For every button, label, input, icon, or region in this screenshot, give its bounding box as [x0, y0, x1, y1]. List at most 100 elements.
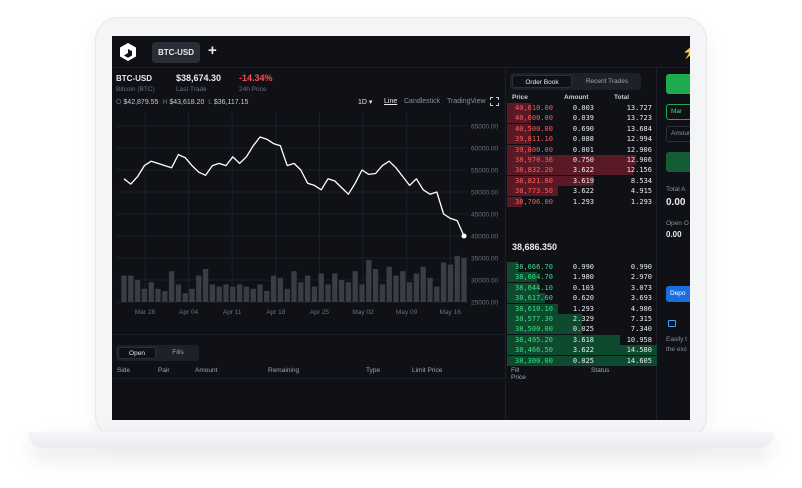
ask-row[interactable]: 40,600.00 0.039 13.723: [506, 113, 658, 124]
bid-row[interactable]: 38,610.10 1.293 4.986: [506, 303, 658, 314]
last-price-label: Last Trade: [176, 86, 207, 93]
bid-price: 38,577.30: [515, 315, 553, 323]
volume-bar: [406, 282, 413, 302]
col-type: Type: [366, 367, 381, 374]
ask-price: 40,600.00: [515, 114, 553, 123]
bid-row[interactable]: 38,500.00 0.025 7.340: [506, 324, 658, 335]
ask-total: 8.534: [630, 176, 652, 185]
bid-amount: 0.620: [572, 294, 594, 303]
lightning-icon[interactable]: ⚡: [682, 44, 690, 60]
volume-bar: [202, 269, 209, 302]
y-tick-label: 25000.00: [471, 300, 498, 307]
expand-icon[interactable]: [490, 97, 499, 106]
volume-bar: [352, 271, 358, 302]
volume-bar: [236, 284, 243, 302]
ask-total: 4.915: [630, 187, 652, 196]
high-value: $43,618.20: [169, 99, 205, 106]
ask-amount: 1.293: [572, 197, 594, 206]
depth-bar: [507, 134, 531, 145]
deposit-button[interactable]: Depo: [666, 286, 690, 302]
bid-total: 2.970: [630, 273, 652, 282]
volume-bar: [427, 277, 433, 302]
tab-btc-usd[interactable]: BTC-USD: [152, 42, 200, 63]
bid-total: 14.580: [626, 346, 652, 355]
add-tab-button[interactable]: +: [208, 42, 217, 59]
volume-bar: [304, 275, 311, 302]
bid-amount: 1.980: [572, 273, 594, 282]
volume-bar: [223, 284, 229, 302]
bid-row[interactable]: 38,495.20 3.618 10.958: [506, 334, 658, 345]
volume-bar: [175, 284, 182, 302]
price-change-label: 24h Price: [239, 86, 267, 93]
open-value: $42,879.55: [123, 99, 159, 106]
ask-row[interactable]: 38,970.36 0.750 12.906: [506, 155, 658, 165]
volume-bar: [359, 284, 365, 302]
volume-bar: [162, 291, 168, 302]
last-price: $38,674.30: [176, 73, 222, 83]
ask-price: 38,970.36: [515, 156, 553, 164]
chart-type-candlestick[interactable]: Candlestick: [404, 98, 441, 105]
order-mode-select[interactable]: Mar: [666, 104, 690, 120]
ask-row[interactable]: 38,773.50 3.622 4.915: [506, 186, 658, 197]
ask-amount: 3.622: [572, 187, 594, 196]
ask-row[interactable]: 39,811.10 0.088 12.994: [506, 134, 658, 145]
x-tick-label: Apr 04: [179, 309, 199, 316]
bid-total: 7.315: [630, 315, 652, 323]
ask-row[interactable]: 39,800.00 0.001 12.906: [506, 144, 658, 155]
bid-row[interactable]: 38,666.70 0.990 0.990: [506, 262, 658, 272]
bid-price: 38,644.10: [515, 283, 553, 292]
order-entry-panel: Mar Amoun Total A 0.00 Open O 0.00 Depo …: [658, 68, 690, 420]
col-pair: Pair: [158, 367, 170, 374]
bid-row[interactable]: 38,617.60 0.620 3.693: [506, 293, 658, 304]
chart-type-tradingview[interactable]: TradingView: [447, 98, 486, 105]
y-tick-label: 35000.00: [471, 256, 498, 263]
buy-button[interactable]: [666, 74, 690, 94]
ask-amount: 0.039: [572, 114, 594, 123]
y-tick-label: 30000.00: [471, 278, 498, 285]
range-select[interactable]: 1D ▾: [358, 98, 372, 106]
bid-row[interactable]: 38,577.30 2.329 7.315: [506, 314, 658, 324]
ask-row[interactable]: 40,500.00 0.690 13.684: [506, 123, 658, 134]
amount-input[interactable]: Amoun: [666, 126, 690, 142]
volume-bar: [332, 273, 338, 302]
ask-row[interactable]: 38,706.00 1.293 1.293: [506, 196, 658, 207]
volume-bar: [216, 286, 222, 302]
ask-price: 38,773.50: [515, 187, 553, 196]
open-orders-value: 0.00: [666, 230, 682, 239]
price-chart[interactable]: 65000.00 60000.00 55000.00 50000.00 45000.00…: [112, 112, 504, 326]
x-tick-label: Mar 28: [135, 309, 156, 316]
depth-bar: [507, 196, 522, 207]
price-change: -14.34%: [239, 73, 273, 83]
ask-row[interactable]: 38,821.80 3.619 8.534: [506, 175, 658, 186]
ask-row[interactable]: 40,610.00 0.003 13.727: [506, 103, 658, 113]
bid-total: 3.693: [630, 294, 652, 303]
bid-amount: 0.990: [572, 263, 594, 271]
ohl-readout: O $42,879.55 H $43,618.20 L $36,117.15: [116, 99, 248, 106]
ask-row[interactable]: 38,832.20 3.622 12.156: [506, 165, 658, 176]
depth-bar: [507, 272, 537, 283]
bid-amount: 1.293: [572, 304, 594, 313]
submit-order-button[interactable]: [666, 152, 690, 172]
bid-row[interactable]: 38,644.10 0.103 3.073: [506, 282, 658, 293]
volume-bar: [155, 288, 161, 302]
tab-order-book[interactable]: Order Book: [512, 75, 572, 88]
ticker-pair: BTC-USD: [116, 74, 152, 83]
bid-row[interactable]: 38,466.50 3.622 14.580: [506, 345, 658, 356]
volume-bar: [298, 282, 304, 302]
volume-bar: [440, 262, 447, 302]
open-label: O: [116, 99, 122, 106]
bid-amount: 0.025: [572, 325, 594, 334]
bid-amount: 2.329: [572, 315, 594, 323]
bid-row[interactable]: 38,664.70 1.980 2.970: [506, 272, 658, 283]
app-logo-icon[interactable]: [120, 43, 136, 61]
volume-bar: [413, 273, 420, 302]
tab-open[interactable]: Open: [118, 347, 156, 359]
tab-recent-trades[interactable]: Recent Trades: [585, 78, 629, 85]
ask-total: 12.994: [626, 135, 652, 144]
volume-bar: [189, 288, 195, 302]
bid-amount: 3.618: [572, 335, 594, 344]
chart-type-line[interactable]: Line: [384, 98, 398, 105]
volume-bar: [393, 275, 399, 302]
bid-row[interactable]: 38,300.00 0.025 14.605: [506, 355, 658, 366]
tab-fills[interactable]: Fills: [172, 349, 184, 356]
